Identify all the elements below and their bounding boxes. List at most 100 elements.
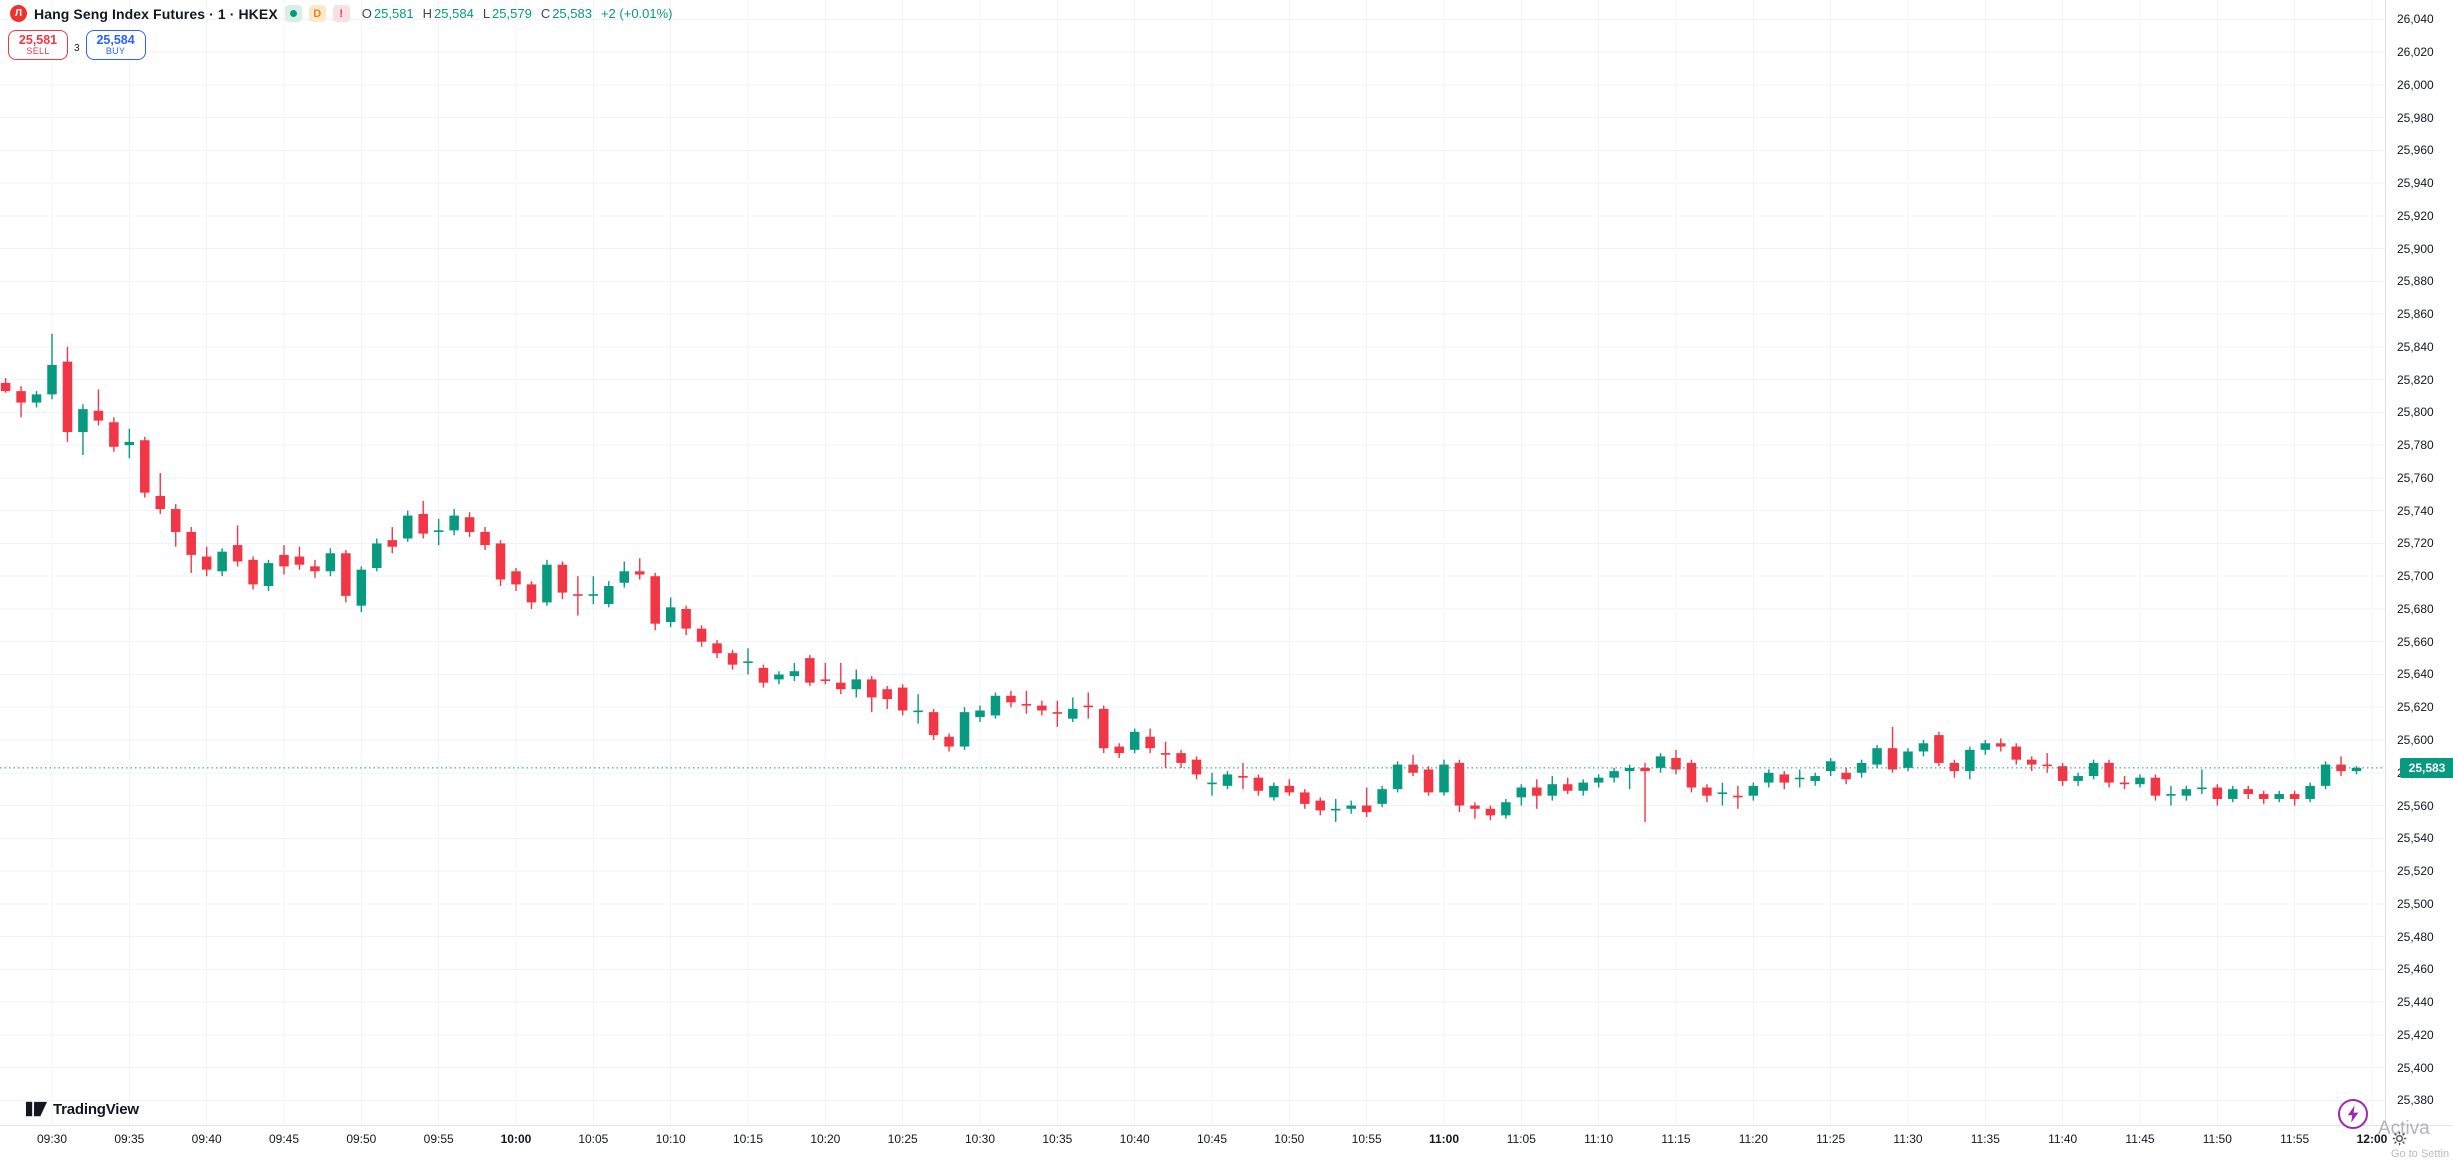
price-axis[interactable]: 25,380 25,400 25,420 25,440 25,460 25,480 25,5… bbox=[2385, 0, 2453, 1125]
candle bbox=[1949, 759, 1960, 778]
price-axis-label: 25,740 bbox=[2397, 503, 2434, 518]
candle bbox=[511, 568, 521, 591]
candle bbox=[634, 558, 645, 580]
time-axis-label: 10:10 bbox=[655, 1132, 686, 1146]
price-axis-label: 26,040 bbox=[2397, 12, 2434, 27]
market-status-lightning-icon[interactable] bbox=[2337, 1098, 2369, 1130]
candle bbox=[1887, 726, 1898, 773]
candle bbox=[387, 527, 398, 554]
candle bbox=[1160, 741, 1171, 768]
candle bbox=[557, 561, 568, 600]
buy-button[interactable]: 25,584 BUY bbox=[85, 30, 146, 60]
sell-button[interactable]: 25,581 SELL bbox=[8, 30, 68, 60]
candle bbox=[913, 694, 923, 724]
alert-badge-icon[interactable]: ! bbox=[332, 5, 350, 22]
candle bbox=[1671, 749, 1681, 775]
high-value: 25,584 bbox=[434, 6, 474, 21]
candle bbox=[526, 581, 537, 609]
candle bbox=[248, 556, 258, 590]
tradingview-logo[interactable]: TradingView bbox=[25, 1098, 139, 1121]
time-axis-label: 09:45 bbox=[268, 1132, 299, 1146]
candle bbox=[774, 671, 784, 685]
market-open-dot-icon[interactable] bbox=[284, 5, 302, 22]
candle bbox=[1779, 771, 1790, 790]
candle bbox=[1903, 748, 1913, 772]
candle bbox=[62, 346, 73, 442]
candle bbox=[1083, 692, 1094, 719]
candle bbox=[650, 572, 660, 631]
candle bbox=[263, 559, 274, 591]
candle bbox=[201, 546, 212, 577]
price-axis-label: 25,920 bbox=[2397, 208, 2434, 223]
candle bbox=[2057, 762, 2068, 786]
candle bbox=[1408, 754, 1418, 777]
candle bbox=[1764, 769, 1774, 788]
candle bbox=[2305, 782, 2315, 803]
candle bbox=[2197, 769, 2207, 795]
candle bbox=[1516, 784, 1527, 806]
candle bbox=[959, 707, 970, 750]
time-axis-label: 11:55 bbox=[2280, 1132, 2310, 1146]
candle bbox=[418, 500, 428, 539]
candle bbox=[433, 518, 444, 546]
candle bbox=[1346, 800, 1356, 814]
time-axis-label: 10:25 bbox=[887, 1132, 918, 1146]
candlestick-chart[interactable] bbox=[0, 0, 2385, 1125]
candle bbox=[464, 512, 475, 537]
candle bbox=[696, 625, 707, 647]
time-axis-label: 09:40 bbox=[191, 1132, 222, 1146]
current-price-label: 25,583 bbox=[2400, 757, 2453, 778]
candle bbox=[1686, 759, 1697, 793]
time-axis-label: 10:30 bbox=[964, 1132, 995, 1146]
candle bbox=[1532, 779, 1542, 809]
candle bbox=[341, 549, 351, 603]
candle bbox=[1392, 761, 1403, 793]
activate-windows-watermark-line2: Go to Settin bbox=[2391, 1148, 2450, 1160]
candle bbox=[2351, 766, 2362, 775]
price-axis-label: 25,840 bbox=[2397, 339, 2434, 354]
candle bbox=[279, 545, 289, 575]
price-axis-label: 25,800 bbox=[2397, 405, 2434, 420]
interval-badge[interactable]: D bbox=[308, 5, 326, 22]
symbol-logo-icon: Л bbox=[10, 5, 27, 22]
candle bbox=[573, 576, 583, 616]
time-axis-label: 10:50 bbox=[1274, 1132, 1305, 1146]
price-axis-label: 25,860 bbox=[2397, 307, 2434, 322]
sell-label: SELL bbox=[26, 45, 50, 56]
candle bbox=[836, 663, 846, 695]
time-axis-label: 11:10 bbox=[1584, 1132, 1614, 1146]
candle bbox=[944, 733, 954, 752]
time-axis-label: 09:30 bbox=[36, 1132, 68, 1146]
price-axis-label: 25,480 bbox=[2397, 929, 2434, 944]
candle bbox=[928, 708, 939, 740]
time-axis-label: 10:00 bbox=[500, 1132, 532, 1146]
candle bbox=[1300, 789, 1310, 809]
symbol-title[interactable]: Hang Seng Index Futures · 1 · HKEX bbox=[34, 5, 278, 22]
price-axis-label: 25,880 bbox=[2397, 274, 2434, 289]
candle bbox=[805, 654, 815, 686]
candle bbox=[2258, 790, 2269, 804]
candle bbox=[402, 510, 413, 542]
time-axis-label: 11:50 bbox=[2202, 1132, 2232, 1146]
price-axis-label: 25,700 bbox=[2397, 569, 2434, 584]
price-axis-label: 25,620 bbox=[2397, 700, 2434, 715]
candle bbox=[588, 576, 599, 605]
candle bbox=[681, 605, 691, 636]
axis-settings-gear-icon[interactable] bbox=[2391, 1130, 2408, 1147]
candle bbox=[1980, 740, 1991, 755]
time-axis-label: 11:40 bbox=[2048, 1132, 2078, 1146]
candle bbox=[1145, 728, 1155, 754]
time-axis-label: 11:30 bbox=[1893, 1132, 1923, 1146]
buy-sell-widget: 25,581 SELL 3 25,584 BUY bbox=[8, 30, 146, 60]
time-axis-label: 10:05 bbox=[578, 1132, 609, 1146]
candle bbox=[1068, 697, 1078, 722]
time-axis-label: 10:55 bbox=[1351, 1132, 1382, 1146]
candle bbox=[1284, 779, 1295, 796]
candle bbox=[1733, 785, 1743, 809]
candle bbox=[294, 546, 305, 570]
time-axis-label: 11:05 bbox=[1506, 1132, 1536, 1146]
time-axis[interactable]: 09:30 09:35 09:40 09:45 09:50 09:55 10:00 10:05… bbox=[0, 1125, 2453, 1156]
candle bbox=[1207, 772, 1217, 796]
candle bbox=[1593, 774, 1604, 788]
sell-price: 25,581 bbox=[18, 32, 58, 47]
